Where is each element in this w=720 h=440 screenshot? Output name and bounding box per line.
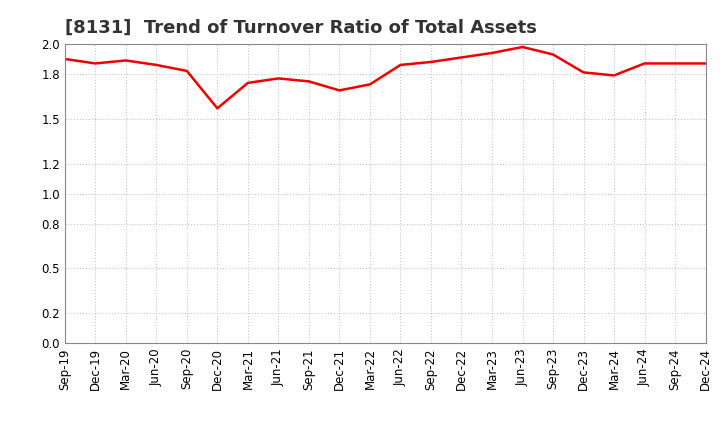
- Text: [8131]  Trend of Turnover Ratio of Total Assets: [8131] Trend of Turnover Ratio of Total …: [65, 19, 536, 37]
